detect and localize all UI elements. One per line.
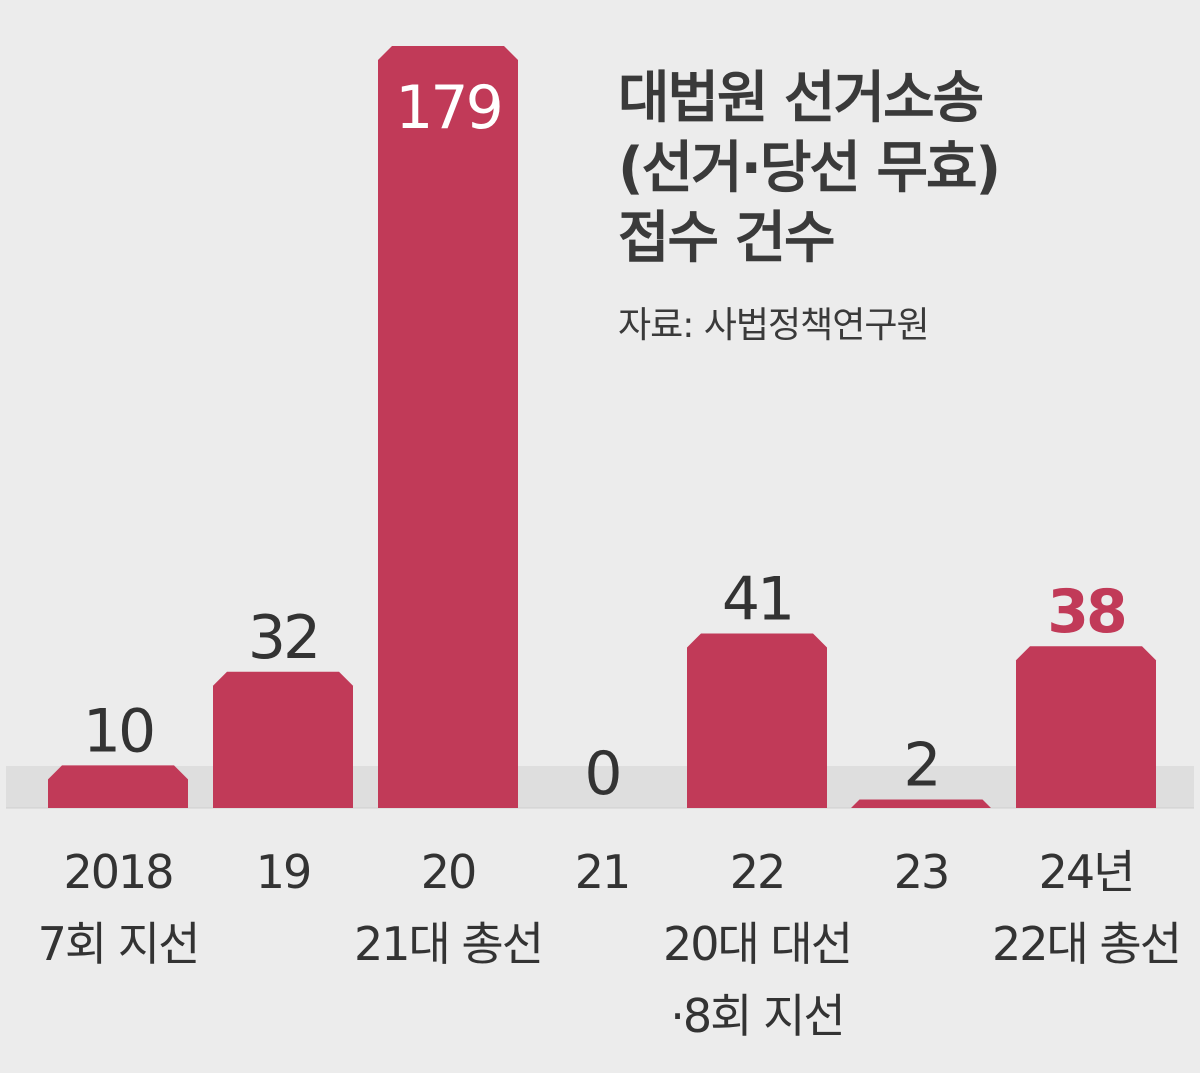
chart-title-line-1: 대법원 선거소송 — [618, 66, 984, 131]
category-label-2-line-1: 21대 총선 — [354, 917, 542, 971]
category-label-1-line-0: 19 — [256, 845, 311, 899]
value-label-4: 41 — [722, 564, 792, 634]
value-label-2: 179 — [395, 73, 501, 143]
value-label-6: 38 — [1047, 577, 1125, 647]
bar-1 — [213, 671, 353, 808]
category-label-0: 2018 7회 지선 — [38, 845, 199, 971]
chart-source-note: 자료: 사법정책연구원 — [618, 305, 930, 346]
category-label-6-line-0: 24년 — [1039, 845, 1134, 899]
bar-5 — [851, 799, 991, 808]
value-label-1: 32 — [248, 603, 318, 673]
chart-title-line-3: 접수 건수 — [618, 206, 836, 271]
category-label-5-line-0: 23 — [894, 845, 949, 899]
category-label-2: 20 21대 총선 — [354, 845, 542, 971]
category-label-5: 23 — [894, 845, 949, 899]
category-label-4-line-0: 22 — [730, 845, 785, 899]
category-label-4-line-2: ·8회 지선 — [670, 989, 843, 1043]
baseline-band — [6, 766, 1194, 808]
chart-title-block: 대법원 선거소송 (선거·당선 무효) 접수 건수 자료: 사법정책연구원 — [618, 64, 1001, 348]
category-label-2-line-0: 20 — [421, 845, 476, 899]
category-label-4-line-1: 20대 대선 — [663, 917, 851, 971]
category-label-0-line-1: 7회 지선 — [38, 917, 199, 971]
bar-4 — [687, 633, 827, 808]
bar-0 — [48, 765, 188, 808]
category-label-3-line-0: 21 — [575, 845, 630, 899]
bar-6 — [1016, 646, 1156, 808]
category-label-3: 21 — [575, 845, 630, 899]
value-label-3: 0 — [584, 739, 619, 809]
category-label-4: 22 20대 대선 ·8회 지선 — [663, 845, 851, 1043]
category-label-6-line-1: 22대 총선 — [992, 917, 1180, 971]
value-label-0: 10 — [83, 696, 153, 766]
chart-title-line-2: (선거·당선 무효) — [618, 136, 1001, 201]
category-label-6: 24년 22대 총선 — [992, 845, 1180, 971]
category-label-1: 19 — [256, 845, 311, 899]
category-label-0-line-0: 2018 — [63, 845, 172, 899]
bar-2 — [378, 46, 518, 808]
value-label-5: 2 — [903, 730, 938, 800]
